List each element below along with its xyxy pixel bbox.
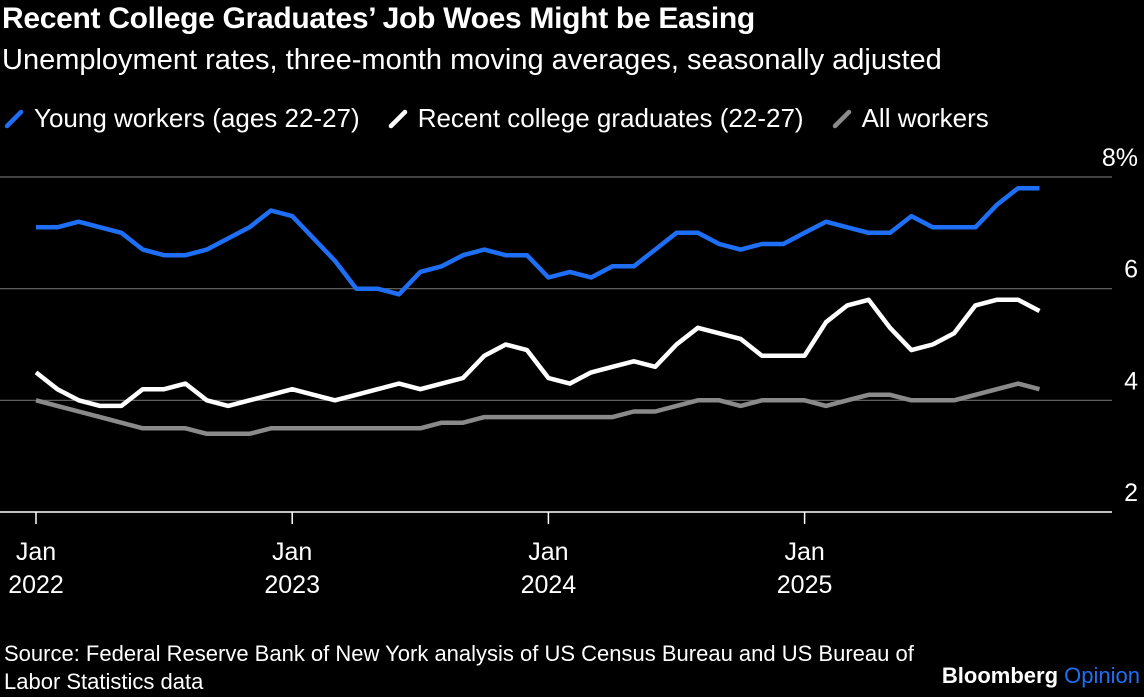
x-axis (35, 512, 806, 524)
brand-main: Bloomberg (941, 663, 1059, 688)
legend-label-all: All workers (861, 103, 989, 133)
legend: Young workers (ages 22-27) Recent colleg… (4, 103, 1017, 134)
series-all-workers (35, 381, 1041, 437)
legend-swatch-all (832, 109, 852, 129)
y-tick-label-8: 8% (1102, 144, 1138, 172)
legend-swatch-young (4, 109, 24, 129)
y-tick-label-2: 2 (1124, 479, 1138, 507)
legend-swatch-grads (388, 109, 408, 129)
legend-item-all: All workers (832, 103, 989, 134)
legend-item-grads: Recent college graduates (22-27) (388, 103, 804, 134)
bloomberg-opinion-logo: Bloomberg Opinion (942, 663, 1140, 689)
x-tick-year-2025: 2025 (777, 571, 833, 599)
x-tick-year-2022: 2022 (8, 571, 64, 599)
x-tick-month-2023: Jan (272, 538, 312, 566)
y-tick-label-4: 4 (1124, 367, 1138, 395)
legend-label-grads: Recent college graduates (22-27) (417, 103, 804, 133)
x-tick-month-2022: Jan (16, 538, 56, 566)
legend-label-young: Young workers (ages 22-27) (34, 103, 360, 133)
series-lines (34, 185, 1041, 437)
series-recent-graduates (34, 297, 1041, 409)
x-tick-month-2024: Jan (528, 538, 568, 566)
chart-title: Recent College Graduates’ Job Woes Might… (2, 2, 755, 35)
series-young-workers (36, 185, 1040, 297)
x-tick-month-2025: Jan (784, 538, 824, 566)
tick-labels: 8% 6 4 2 Jan 2022 Jan 2023 Jan 2024 Jan 2025 (8, 144, 1138, 599)
legend-item-young: Young workers (ages 22-27) (4, 103, 360, 134)
source-note: Source: Federal Reserve Bank of New York… (4, 641, 914, 694)
x-tick-year-2023: 2023 (264, 571, 320, 599)
y-tick-label-6: 6 (1124, 256, 1138, 284)
x-tick-year-2024: 2024 (521, 571, 577, 599)
chart-subtitle: Unemployment rates, three-month moving a… (2, 44, 942, 76)
brand-accent: Opinion (1064, 663, 1140, 688)
